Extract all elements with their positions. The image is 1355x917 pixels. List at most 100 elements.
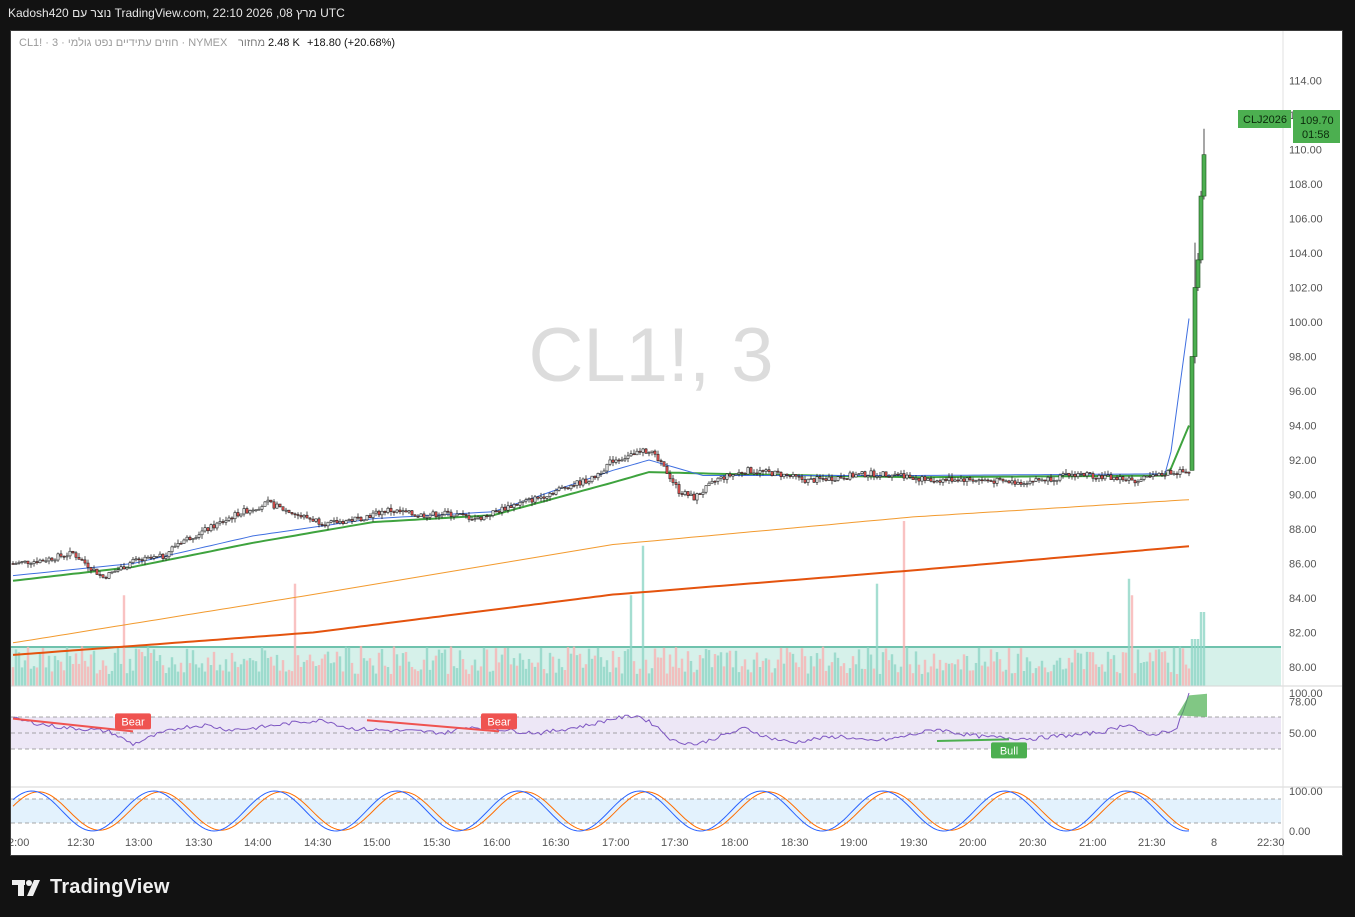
volume-bar <box>1175 673 1179 686</box>
volume-bar <box>50 671 54 686</box>
volume-bar <box>1169 672 1173 686</box>
volume-bar <box>1079 653 1083 686</box>
volume-bar <box>254 661 258 686</box>
volume-bar <box>143 656 147 686</box>
volume-bar <box>539 647 543 686</box>
candle-body <box>320 523 324 526</box>
candle-body <box>374 510 378 514</box>
candle-body <box>716 477 720 482</box>
volume-bar <box>1070 662 1074 686</box>
volume-bar <box>221 670 225 686</box>
candle-body <box>1178 469 1182 475</box>
volume-bar <box>650 668 654 686</box>
volume-bar <box>434 655 438 686</box>
volume-bar <box>335 651 339 686</box>
candle-body <box>749 467 753 474</box>
candle-body <box>800 476 804 480</box>
candle-body <box>47 557 51 562</box>
candle-body <box>602 470 606 474</box>
candle-body <box>434 511 438 518</box>
volume-bar <box>830 662 834 686</box>
volume-bar <box>155 660 159 686</box>
volume-bar <box>530 662 534 686</box>
volume-bar <box>842 663 846 686</box>
volume-bar <box>1004 669 1008 686</box>
volume-bar <box>152 649 156 686</box>
volume-bar <box>752 659 756 686</box>
footer-brand[interactable]: TradingView <box>12 876 170 899</box>
volume-bar <box>47 655 51 686</box>
volume-bar <box>182 672 186 686</box>
volume-bar <box>563 670 567 686</box>
candle-body <box>356 516 360 519</box>
candle-body <box>875 476 879 478</box>
volume-bar <box>743 659 747 686</box>
candle-body <box>1192 287 1198 357</box>
volume-bar <box>56 660 60 686</box>
candle-body <box>563 486 567 489</box>
volume-bar <box>278 670 282 686</box>
volume-bar <box>947 663 951 686</box>
candle-body <box>1198 195 1204 261</box>
candle-body <box>935 480 939 483</box>
volume-bar <box>989 649 993 686</box>
candle-body <box>788 475 792 477</box>
volume-bar <box>302 661 306 686</box>
volume-bar <box>128 658 132 686</box>
candle-body <box>527 498 531 500</box>
price-tick-label: 92.00 <box>1289 455 1317 467</box>
candle-body <box>605 463 609 472</box>
volume-bar <box>770 672 774 686</box>
candle-body <box>311 518 315 522</box>
candle-body <box>137 558 141 561</box>
candle-body <box>17 561 21 564</box>
candle-body <box>884 471 888 477</box>
candle-body <box>956 479 960 482</box>
candle-body <box>140 559 144 562</box>
volume-bar <box>506 647 510 686</box>
candle-body <box>761 470 765 472</box>
candle-body <box>998 477 1002 480</box>
volume-bar <box>98 669 102 686</box>
candle-body <box>617 459 621 462</box>
volume-bar <box>656 657 660 686</box>
volume-bar <box>122 595 126 686</box>
volume-bar <box>338 656 342 686</box>
volume-bar <box>1091 652 1095 686</box>
stoch-tick-label: 0.00 <box>1289 826 1310 838</box>
candle-body <box>1052 480 1056 482</box>
candle-body <box>272 501 276 509</box>
volume-bar <box>722 666 726 686</box>
volume-bar <box>53 655 57 686</box>
candle-body <box>665 465 669 474</box>
volume-bar <box>902 521 906 686</box>
volume-bar <box>422 659 426 686</box>
volume-bar <box>695 669 699 686</box>
candle-body <box>110 571 114 574</box>
time-tick-label: 17:00 <box>602 837 630 849</box>
volume-bar <box>854 664 858 686</box>
candle-body <box>608 459 612 465</box>
candle-body <box>1121 476 1125 481</box>
candle-body <box>41 559 45 562</box>
volume-bar <box>644 659 648 686</box>
candle-body <box>722 476 726 480</box>
volume-bar <box>389 673 393 686</box>
candle-body <box>212 524 216 529</box>
volume-bar <box>284 671 288 686</box>
volume-bar <box>329 663 333 686</box>
candle-body <box>752 472 756 475</box>
price-tick-label: 100.00 <box>1289 317 1323 329</box>
candle-body <box>1109 474 1113 480</box>
candle-body <box>668 473 672 480</box>
candle-body <box>878 475 882 478</box>
candle-body <box>902 473 906 479</box>
top-attribution: Kadosh420 נוצר עם TradingView.com, 22:10… <box>8 6 345 20</box>
volume-bar <box>917 664 921 686</box>
volume-bar <box>188 663 192 686</box>
time-tick-label: 17:30 <box>661 837 689 849</box>
volume-bar <box>764 658 768 686</box>
volume-bar <box>1166 662 1170 686</box>
